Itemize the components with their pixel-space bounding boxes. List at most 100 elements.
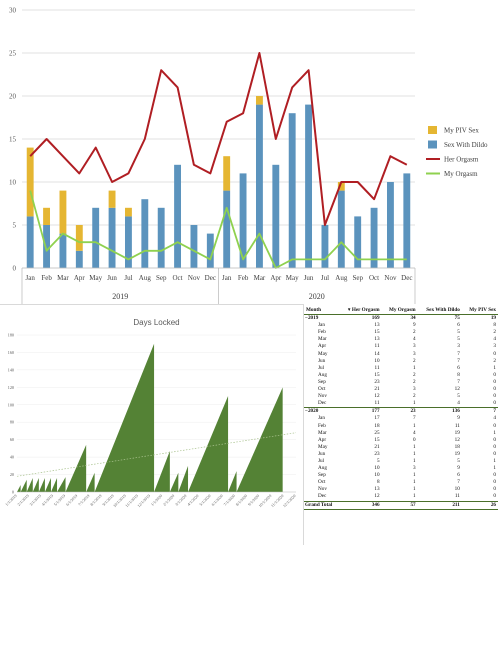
pivot-cell: 34	[381, 314, 418, 323]
pivot-row-label: Jun	[318, 357, 326, 364]
pivot-cell: 0	[493, 371, 496, 378]
filter-icon[interactable]: ▾	[347, 307, 352, 313]
bar-sex-with-dildo	[337, 190, 345, 268]
bar-sex-with-dildo	[190, 225, 198, 268]
bar-sex-with-dildo	[124, 216, 132, 268]
pivot-cell: 1	[493, 429, 496, 436]
pivot-row-label: Sep	[318, 472, 326, 479]
x-tick-label: Nov	[188, 274, 201, 282]
year-group-label: 2019	[112, 292, 128, 301]
pivot-cell: 23	[381, 407, 418, 416]
pivot-row-label: Jul	[318, 364, 325, 371]
legend-label: My Orgasm	[444, 170, 478, 178]
pivot-row-label: −2019	[304, 314, 340, 323]
legend-label: Sex With Dildo	[444, 141, 488, 149]
y-tick-label: 5	[13, 222, 17, 230]
lock-streak-area	[20, 479, 27, 492]
pivot-cell: 5	[376, 457, 380, 464]
pivot-month-row: Sep 10 1 6 0	[304, 472, 498, 479]
pivot-cell: 1	[413, 443, 416, 450]
pivot-cell: 0	[493, 450, 496, 457]
pivot-cell: 11	[454, 422, 460, 429]
year-group-label: 2020	[309, 292, 325, 301]
x-tick-label: Feb	[238, 274, 249, 282]
pivot-cell: 19	[461, 314, 498, 323]
pivot-month-row: May 21 1 18 0	[304, 444, 498, 451]
bar-sex-with-dildo	[174, 164, 182, 268]
pivot-cell: 3	[413, 343, 416, 350]
pivot-cell: 8	[493, 322, 496, 329]
bar-my-piv-sex	[43, 207, 51, 225]
pivot-row-label: Feb	[318, 329, 326, 336]
pivot-row-label: Sep	[318, 378, 326, 385]
pivot-cell: 3	[457, 343, 460, 350]
bar-sex-with-dildo	[59, 233, 67, 268]
pivot-cell: 7	[457, 378, 460, 385]
x-tick-label: 12/1/2020	[282, 493, 297, 508]
x-tick-label: Nov	[384, 274, 397, 282]
x-tick-label: Aug	[335, 274, 348, 282]
pivot-cell: 177	[339, 407, 382, 416]
days-locked-chart: Days Locked 0 20 40 60 80 100 120 140 160 180 1/1/2…	[4, 318, 297, 508]
pivot-cell: 4	[493, 415, 496, 422]
pivot-row-label: Jun	[318, 450, 326, 457]
pivot-cell: 1	[413, 486, 416, 493]
pivot-cell: 0	[413, 436, 416, 443]
legend-label: Her Orgasm	[444, 156, 479, 164]
x-tick-label: Dec	[205, 274, 216, 282]
x-tick-label: May	[286, 274, 299, 282]
bar-sex-with-dildo	[288, 113, 296, 268]
bar-sex-with-dildo	[157, 207, 165, 268]
pivot-month-row: May 14 3 7 0	[304, 351, 498, 358]
pivot-row-label: Jan	[318, 322, 325, 329]
pivot-cell: 2	[413, 357, 416, 364]
bar-my-piv-sex	[75, 225, 83, 251]
pivot-cell: 15	[374, 371, 380, 378]
pivot-month-row: Aug 15 2 8 0	[304, 372, 498, 379]
legend-swatch	[428, 126, 437, 134]
pivot-row-label: Grand Total	[304, 500, 340, 510]
bar-sex-with-dildo	[305, 104, 313, 268]
pivot-cell: 3	[413, 465, 416, 472]
pivot-cell: 18	[374, 422, 380, 429]
bar-sex-with-dildo	[272, 164, 280, 268]
bar-my-piv-sex	[337, 182, 345, 191]
lock-streak-area	[44, 478, 51, 492]
pivot-row-label: May	[318, 350, 328, 357]
bar-my-piv-sex	[124, 207, 132, 217]
pivot-row-label: Oct	[318, 386, 326, 393]
pivot-cell: 5	[457, 457, 460, 464]
lock-streak-area	[188, 396, 229, 492]
x-tick-label: Jan	[26, 274, 36, 282]
pivot-month-row: Jan 13 9 6 8	[304, 322, 498, 329]
lock-streak-area	[32, 478, 39, 492]
x-tick-label: Jul	[321, 274, 329, 282]
pivot-cell: 3	[413, 386, 416, 393]
pivot-header-cell: My Orgasm	[381, 307, 418, 316]
pivot-cell: 1	[493, 465, 496, 472]
pivot-cell: 17	[374, 415, 380, 422]
pivot-cell: 10	[374, 465, 380, 472]
x-tick-label: Jun	[304, 274, 314, 282]
y-tick-label: 100	[8, 402, 14, 407]
x-tick-label: 5/1/2020	[198, 493, 212, 507]
lock-streak-area	[154, 451, 170, 492]
pivot-month-row: Jun 10 2 7 2	[304, 358, 498, 365]
lock-streak-area	[50, 478, 58, 492]
pivot-cell: 1	[413, 472, 416, 479]
x-tick-label: Dec	[401, 274, 412, 282]
pivot-cell: 23	[374, 450, 380, 457]
pivot-row-label: Nov	[318, 486, 327, 493]
bar-sex-with-dildo	[255, 104, 263, 268]
x-tick-label: Oct	[173, 274, 183, 282]
pivot-header-label: Her Orgasm	[351, 307, 380, 313]
bar-sex-with-dildo	[43, 225, 51, 268]
pivot-header-row: Month ▾ Her Orgasm My Orgasm Sex With Dildo…	[304, 307, 498, 316]
pivot-cell: 0	[493, 393, 496, 400]
x-tick-label: 2/1/2020	[162, 493, 176, 507]
pivot-table: Month ▾ Her Orgasm My Orgasm Sex With Dildo…	[304, 307, 498, 510]
pivot-header-cell: Sex With Dildo	[417, 307, 462, 316]
pivot-month-row: Apr 11 3 3 3	[304, 343, 498, 350]
x-tick-label: 6/1/2019	[65, 493, 79, 507]
pivot-month-row: Jun 23 1 19 0	[304, 451, 498, 458]
